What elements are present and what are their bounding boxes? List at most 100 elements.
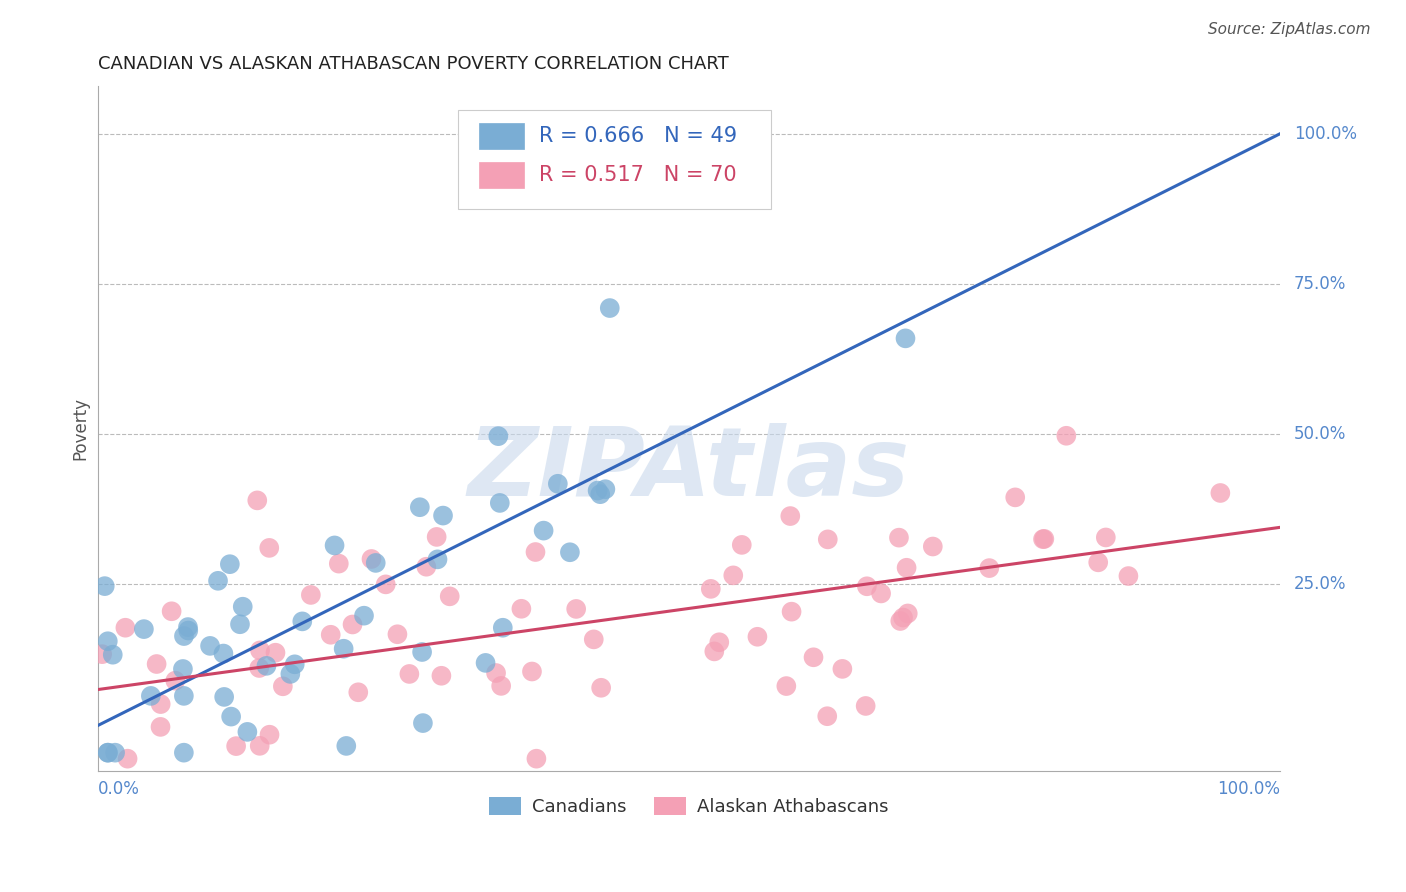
Point	[526, 752, 548, 766]
Point	[259, 728, 281, 742]
Point	[591, 681, 613, 695]
Point	[474, 656, 496, 670]
Point	[364, 556, 387, 570]
Point	[149, 697, 172, 711]
Point	[280, 667, 302, 681]
Point	[547, 476, 569, 491]
Point	[360, 552, 382, 566]
Text: 25.0%: 25.0%	[1294, 575, 1347, 593]
Point	[1118, 569, 1140, 583]
Point	[815, 709, 838, 723]
Point	[319, 628, 342, 642]
Point	[387, 627, 409, 641]
Point	[779, 509, 801, 524]
Point	[432, 508, 454, 523]
Point	[232, 599, 254, 614]
FancyBboxPatch shape	[479, 123, 524, 149]
Point	[225, 739, 247, 753]
Point	[700, 582, 723, 596]
Point	[236, 724, 259, 739]
Point	[817, 533, 839, 547]
Point	[212, 647, 235, 661]
Point	[299, 588, 322, 602]
Point	[249, 643, 271, 657]
Point	[510, 601, 533, 615]
Point	[342, 617, 364, 632]
Point	[723, 568, 745, 582]
Point	[198, 639, 221, 653]
Text: 100.0%: 100.0%	[1294, 125, 1357, 143]
Point	[703, 644, 725, 658]
Point	[520, 665, 543, 679]
Point	[104, 746, 127, 760]
Text: Source: ZipAtlas.com: Source: ZipAtlas.com	[1208, 22, 1371, 37]
Point	[411, 645, 433, 659]
Point	[803, 650, 825, 665]
Point	[173, 746, 195, 760]
Point	[894, 331, 917, 345]
Point	[412, 716, 434, 731]
Point	[173, 689, 195, 703]
Point	[347, 685, 370, 699]
Point	[887, 531, 910, 545]
Text: ZIPAtlas: ZIPAtlas	[468, 423, 910, 516]
Point	[97, 746, 120, 760]
Point	[489, 679, 512, 693]
Point	[599, 301, 621, 315]
Text: 75.0%: 75.0%	[1294, 275, 1347, 293]
Point	[780, 605, 803, 619]
Point	[145, 657, 167, 671]
Point	[264, 646, 287, 660]
Point	[488, 496, 510, 510]
Text: R = 0.517   N = 70: R = 0.517 N = 70	[538, 165, 737, 185]
Point	[731, 538, 754, 552]
Point	[212, 690, 235, 704]
Point	[165, 673, 187, 688]
Point	[149, 720, 172, 734]
Point	[114, 621, 136, 635]
Point	[426, 530, 449, 544]
Point	[353, 608, 375, 623]
Point	[117, 752, 139, 766]
Point	[218, 558, 240, 572]
Point	[586, 483, 609, 498]
Point	[486, 429, 509, 443]
Point	[249, 739, 271, 753]
Point	[439, 590, 461, 604]
Point	[177, 620, 200, 634]
Point	[896, 560, 918, 574]
Point	[891, 610, 914, 624]
Y-axis label: Poverty: Poverty	[72, 397, 89, 459]
Point	[492, 621, 515, 635]
Point	[271, 679, 294, 693]
Point	[160, 604, 183, 618]
Point	[415, 559, 437, 574]
Point	[775, 679, 797, 693]
Point	[1033, 532, 1056, 546]
Point	[291, 615, 314, 629]
Text: 0.0%: 0.0%	[97, 780, 139, 797]
Point	[256, 658, 278, 673]
Point	[172, 662, 194, 676]
Point	[430, 669, 453, 683]
Point	[485, 666, 508, 681]
Point	[177, 624, 200, 638]
Point	[870, 586, 893, 600]
Point	[709, 635, 731, 649]
Point	[1209, 486, 1232, 500]
Point	[565, 602, 588, 616]
Text: CANADIAN VS ALASKAN ATHABASCAN POVERTY CORRELATION CHART: CANADIAN VS ALASKAN ATHABASCAN POVERTY C…	[97, 55, 728, 73]
Point	[97, 634, 120, 648]
Point	[1054, 429, 1077, 443]
Point	[889, 614, 911, 628]
Point	[1004, 491, 1026, 505]
Text: R = 0.666   N = 49: R = 0.666 N = 49	[538, 126, 737, 145]
Point	[582, 632, 605, 647]
Text: 50.0%: 50.0%	[1294, 425, 1347, 443]
Point	[921, 540, 943, 554]
Point	[229, 617, 252, 632]
Point	[259, 541, 281, 555]
Point	[332, 641, 354, 656]
Point	[93, 579, 115, 593]
Point	[132, 622, 155, 636]
